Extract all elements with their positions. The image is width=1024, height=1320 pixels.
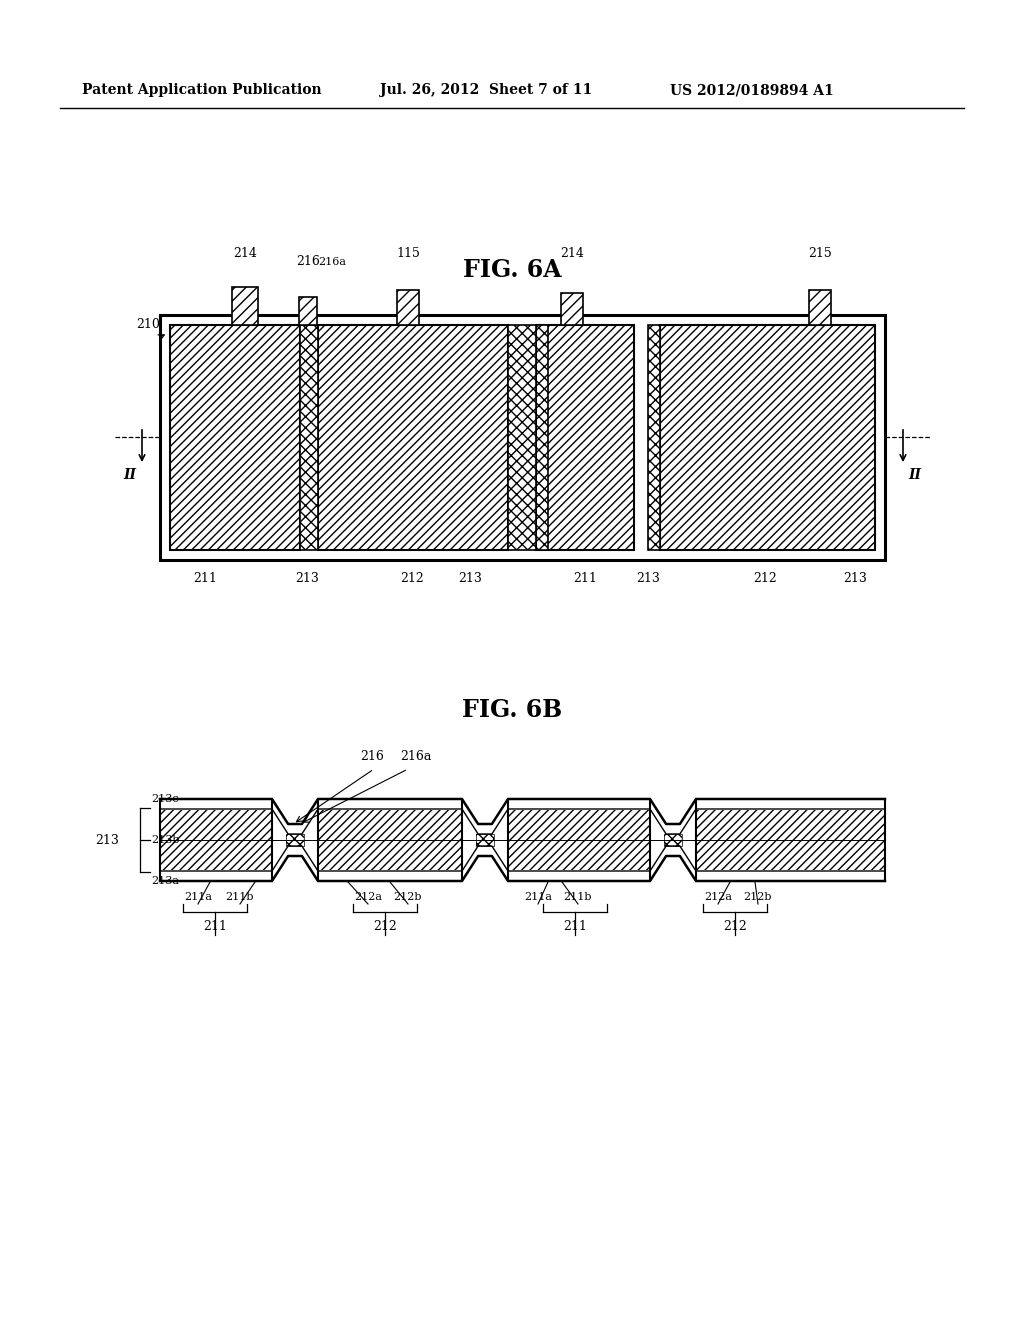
Bar: [160, 810, 272, 870]
Bar: [648, 325, 660, 550]
Bar: [170, 325, 300, 550]
Text: FIG. 6A: FIG. 6A: [463, 257, 561, 282]
Text: 211a: 211a: [184, 892, 212, 902]
Text: 211: 211: [203, 920, 227, 933]
Bar: [696, 810, 885, 870]
Text: 213: 213: [636, 572, 659, 585]
Bar: [299, 297, 317, 325]
Text: 213a: 213a: [151, 876, 179, 886]
Bar: [300, 325, 318, 550]
Bar: [318, 325, 508, 550]
Text: Jul. 26, 2012  Sheet 7 of 11: Jul. 26, 2012 Sheet 7 of 11: [380, 83, 592, 96]
Bar: [508, 810, 650, 870]
Bar: [286, 834, 304, 846]
Text: 211a: 211a: [524, 892, 552, 902]
Bar: [318, 325, 508, 550]
Text: 213: 213: [458, 572, 482, 585]
Text: 211b: 211b: [225, 892, 254, 902]
Bar: [318, 810, 462, 870]
Text: 213: 213: [95, 833, 119, 846]
Bar: [232, 286, 258, 325]
Text: 216: 216: [360, 750, 384, 763]
Bar: [665, 834, 682, 846]
Bar: [536, 325, 548, 550]
Bar: [476, 834, 494, 846]
Bar: [536, 325, 634, 550]
Text: 215: 215: [808, 247, 831, 260]
Text: 211: 211: [563, 920, 587, 933]
Bar: [160, 315, 885, 560]
Text: US 2012/0189894 A1: US 2012/0189894 A1: [670, 83, 834, 96]
Bar: [397, 290, 419, 325]
Text: 115: 115: [396, 247, 420, 260]
Bar: [299, 297, 317, 325]
Bar: [809, 290, 831, 325]
Text: 211b: 211b: [564, 892, 592, 902]
Text: 212b: 212b: [743, 892, 772, 902]
Text: 212a: 212a: [705, 892, 732, 902]
Bar: [170, 325, 300, 550]
Bar: [508, 325, 536, 550]
Bar: [536, 325, 634, 550]
Text: 216a: 216a: [400, 750, 431, 763]
Text: 214: 214: [560, 247, 584, 260]
Text: 213: 213: [843, 572, 867, 585]
Bar: [286, 834, 304, 846]
Bar: [300, 325, 318, 550]
Text: 212: 212: [373, 920, 397, 933]
Text: FIG. 6B: FIG. 6B: [462, 698, 562, 722]
Text: 212a: 212a: [354, 892, 382, 902]
Bar: [508, 325, 536, 550]
Text: 212: 212: [400, 572, 424, 585]
Bar: [397, 290, 419, 325]
Bar: [809, 290, 831, 325]
Text: 212b: 212b: [394, 892, 422, 902]
Text: 212: 212: [753, 572, 777, 585]
Text: 210: 210: [136, 318, 160, 331]
Bar: [476, 834, 494, 846]
Text: 214: 214: [233, 247, 257, 260]
Text: 212: 212: [723, 920, 746, 933]
Bar: [660, 325, 874, 550]
Text: 213b: 213b: [151, 836, 179, 845]
Bar: [232, 286, 258, 325]
Text: 211: 211: [573, 572, 597, 585]
Text: 211: 211: [194, 572, 217, 585]
Text: 216: 216: [296, 255, 319, 268]
Text: 213: 213: [295, 572, 318, 585]
Text: 216a: 216a: [318, 257, 346, 267]
Bar: [536, 325, 548, 550]
Bar: [660, 325, 874, 550]
Text: Patent Application Publication: Patent Application Publication: [82, 83, 322, 96]
Text: II: II: [908, 469, 922, 482]
Bar: [648, 325, 660, 550]
Text: II: II: [124, 469, 136, 482]
Text: 213c: 213c: [151, 795, 178, 804]
Bar: [561, 293, 583, 325]
Bar: [561, 293, 583, 325]
Bar: [665, 834, 682, 846]
